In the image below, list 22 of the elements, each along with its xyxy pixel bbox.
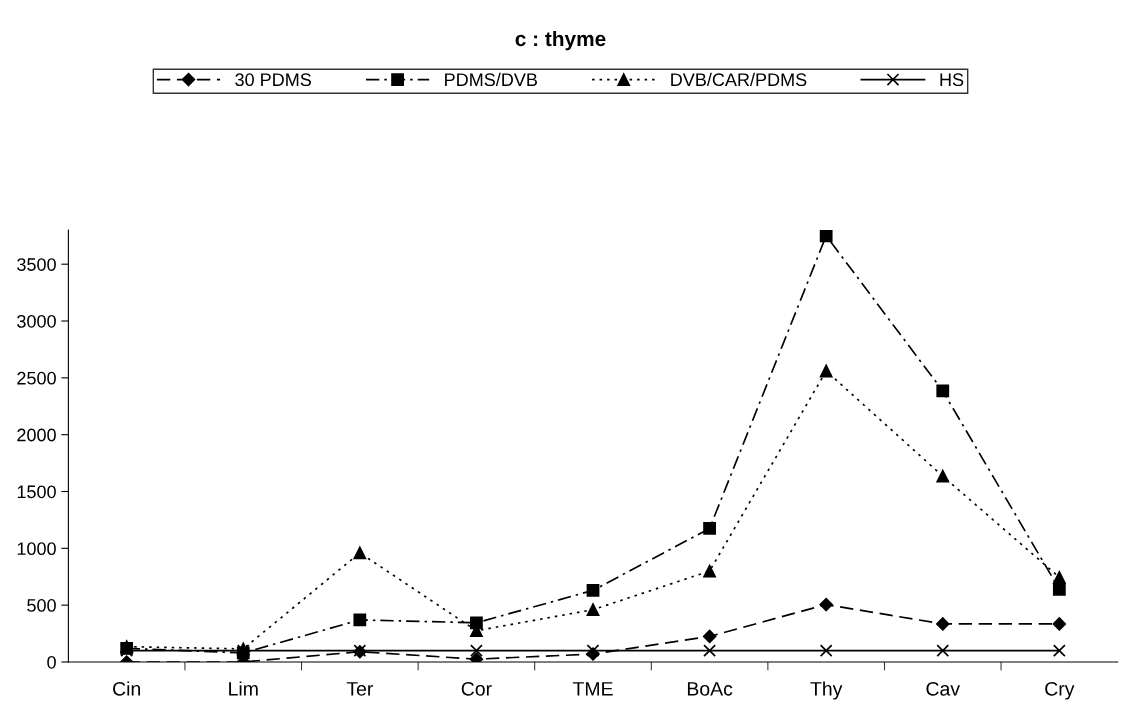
- legend-label: HS: [940, 73, 964, 87]
- y-tick-label: 3000: [17, 314, 56, 328]
- y-tick-label: 2000: [17, 428, 56, 442]
- y-tick-label: 1500: [17, 485, 56, 499]
- legend-label: PDMS/DVB: [445, 72, 537, 87]
- y-tick-label: 1000: [17, 542, 56, 556]
- y-tick-label: 0: [47, 655, 56, 669]
- legend-label: 30 PDMS: [235, 73, 311, 87]
- x-tick-label: Ter: [346, 682, 374, 696]
- x-tick-label: Cav: [926, 681, 960, 696]
- x-tick-label: BoAc: [687, 682, 733, 696]
- x-tick-label: Cin: [113, 681, 140, 696]
- x-tick-label: Lim: [229, 681, 258, 696]
- y-tick-label: 500: [27, 599, 56, 612]
- y-tick-label: 2500: [17, 371, 56, 385]
- x-tick-label: TME: [572, 682, 613, 696]
- chart-title: c : thyme: [515, 30, 606, 51]
- y-tick-label: 3500: [17, 258, 56, 271]
- legend-label: DVB/CAR/PDMS: [671, 72, 807, 87]
- x-tick-label: Cor: [461, 681, 492, 696]
- x-tick-label: Thy: [810, 681, 843, 700]
- x-tick-label: Cry: [1045, 681, 1075, 700]
